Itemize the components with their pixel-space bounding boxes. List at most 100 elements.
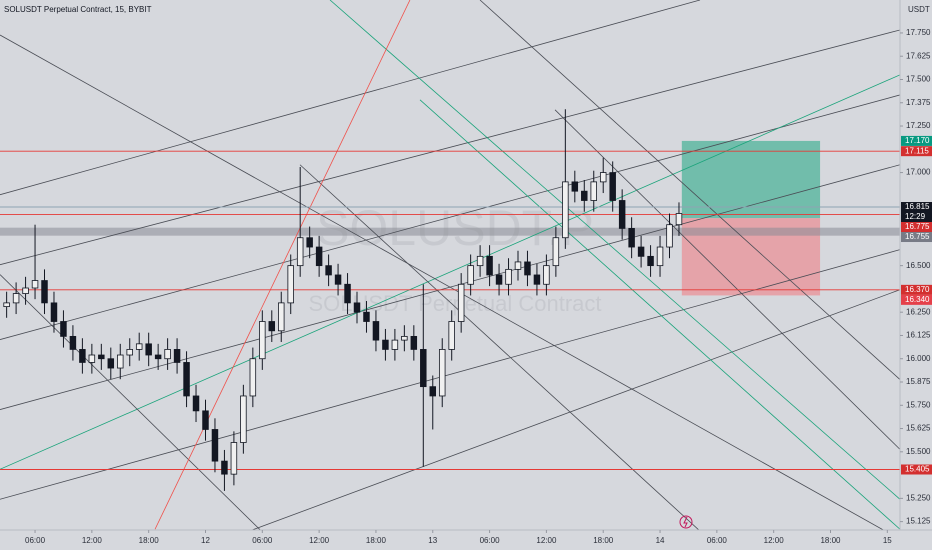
candle-body [202, 410, 209, 430]
x-tick-label: 18:00 [820, 536, 841, 545]
candle-body [675, 213, 683, 226]
candle-body [609, 172, 616, 201]
chart-title: SOLUSDT Perpetual Contract, 15, BYBIT [4, 5, 152, 14]
x-tick-label: 18:00 [139, 536, 160, 545]
y-tick-label: 17.250 [906, 121, 931, 130]
trend-line [419, 99, 900, 530]
candle-body [581, 190, 588, 201]
x-tick-label: 18:00 [366, 536, 387, 545]
candle-body [306, 237, 313, 248]
candle-body [391, 339, 399, 350]
candle-body [98, 354, 105, 360]
candle-body [79, 349, 86, 363]
trend-line [0, 0, 701, 196]
candle-body [420, 349, 427, 388]
candle-body [448, 321, 455, 350]
trend-line [329, 0, 900, 500]
candle-body [249, 358, 257, 397]
candle-body [590, 181, 597, 201]
x-tick-label: 13 [428, 536, 437, 545]
candle-body [240, 395, 247, 443]
x-tick-label: 06:00 [252, 536, 273, 545]
x-tick-label: 14 [656, 536, 665, 545]
candle-body [22, 287, 29, 294]
y-tick-label: 17.750 [906, 28, 931, 37]
trend-line [299, 164, 700, 530]
candle-body [259, 321, 266, 360]
y-tick-label: 17.000 [906, 168, 931, 177]
candle-body [429, 386, 437, 397]
candle-body [344, 283, 351, 304]
candle-body [363, 311, 370, 322]
candle-body [164, 349, 171, 360]
price-label: 17.115 [905, 146, 929, 155]
candle-body [382, 339, 389, 350]
candle-body [221, 460, 228, 475]
candle-body [438, 349, 446, 397]
plot-area: SOLUSDT.PSOLUSDT Perpetual Contract [0, 0, 900, 530]
y-tick-label: 16.250 [906, 307, 931, 316]
y-tick-label: 15.750 [906, 400, 931, 409]
candle-body [401, 335, 408, 341]
candle-body [571, 181, 579, 192]
y-tick-label: 17.375 [906, 98, 931, 107]
x-tick-label: 12 [201, 536, 210, 545]
watermark-subtitle: SOLUSDT Perpetual Contract [308, 291, 601, 316]
candle-body [325, 265, 332, 276]
candle-body [69, 335, 77, 350]
candle-body [647, 255, 654, 267]
y-tick-label: 17.500 [906, 75, 931, 84]
y-tick-label: 15.625 [906, 424, 931, 433]
trend-line [0, 274, 261, 530]
price-label: 16.755 [905, 232, 930, 241]
y-tick-label: 16.500 [906, 261, 931, 270]
candle-body [173, 349, 181, 363]
candle-body [486, 255, 493, 276]
x-tick-label: 12:00 [536, 536, 557, 545]
y-tick-label: 15.250 [906, 493, 931, 502]
candle-body [334, 274, 342, 285]
candle-body [618, 200, 626, 229]
price-label-box [901, 146, 932, 157]
price-label-box [901, 232, 932, 243]
candle-body [88, 354, 96, 363]
trend-line [0, 29, 900, 266]
price-label-box [901, 135, 932, 146]
candle-body [60, 321, 67, 337]
price-label: 17.170 [905, 136, 930, 145]
candle-body [268, 321, 276, 332]
y-tick-label: 15.875 [906, 377, 931, 386]
candle-body [50, 302, 58, 322]
candle-body [495, 274, 503, 285]
candle-body [533, 274, 541, 285]
x-tick-label: 12:00 [82, 536, 103, 545]
x-tick-label: 15 [883, 536, 892, 545]
x-tick-label: 06:00 [480, 536, 501, 545]
candle-body [296, 237, 304, 267]
x-tick-label: 12:00 [309, 536, 330, 545]
y-tick-label: 16.125 [906, 331, 931, 340]
candle-body [3, 302, 10, 308]
x-tick-label: 06:00 [707, 536, 728, 545]
y-axis-unit: USDT [908, 5, 930, 14]
lightning-icon[interactable] [679, 515, 693, 529]
y-tick-label: 15.125 [906, 517, 931, 526]
candle-body [656, 246, 664, 267]
candle-body [126, 349, 133, 356]
price-label-box [901, 464, 932, 475]
candle-body [145, 343, 152, 356]
candle-body [135, 343, 143, 350]
price-label: 16.370 [905, 285, 930, 294]
trend-line [154, 0, 411, 530]
candle-body [666, 224, 673, 248]
price-label: 16.775 [905, 222, 930, 231]
y-tick-label: 17.625 [906, 51, 931, 60]
candle-body [637, 246, 645, 257]
candle-body [154, 354, 162, 360]
candle-body [514, 261, 522, 270]
candle-body [287, 265, 294, 304]
candle-body [41, 280, 48, 304]
candle-body [353, 302, 361, 313]
